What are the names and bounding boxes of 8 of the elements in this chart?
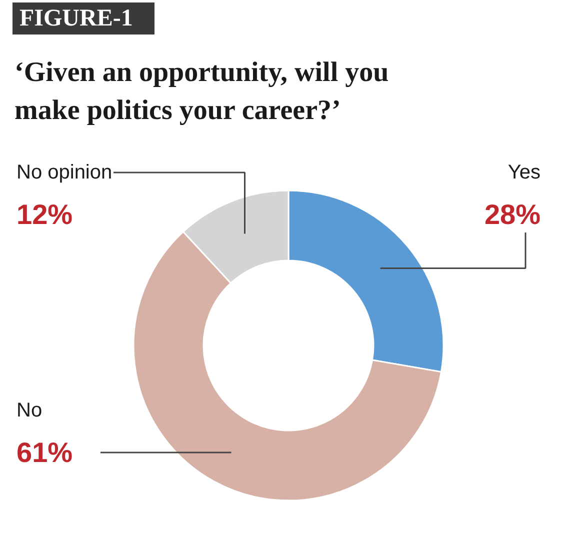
slice-label: No bbox=[16, 400, 42, 422]
slice-label: Yes bbox=[508, 162, 541, 184]
data-label: 12% bbox=[16, 199, 73, 230]
chart-title: ‘Given an opportunity, will you make politics your career?’ bbox=[14, 57, 389, 126]
data-label: 61% bbox=[16, 437, 73, 468]
slice-label: No opinion bbox=[16, 162, 112, 184]
text: FIGURE-1 bbox=[20, 6, 133, 32]
data-label: 28% bbox=[484, 199, 541, 230]
